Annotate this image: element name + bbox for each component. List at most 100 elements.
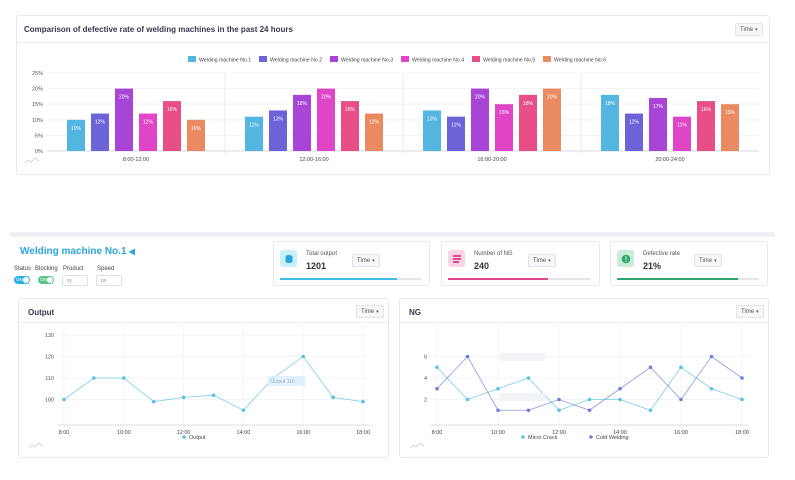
product-label: Product bbox=[63, 266, 84, 272]
y-tick-label: 0% bbox=[35, 149, 43, 155]
bar-data-label: 10% bbox=[71, 126, 82, 132]
output-time-dropdown[interactable]: Time ▾ bbox=[356, 305, 384, 318]
bar-data-label: 17% bbox=[653, 104, 664, 110]
series-line bbox=[436, 366, 743, 411]
legend-label: Welding machine No.3 bbox=[341, 58, 393, 64]
bar-data-label: 16% bbox=[345, 107, 356, 113]
chevron-down-icon: ▾ bbox=[714, 258, 717, 264]
legend-label: Welding machine No.5 bbox=[483, 58, 535, 64]
bar-data-label: 18% bbox=[605, 101, 616, 107]
kpi-time-dropdown[interactable]: Time ▾ bbox=[352, 254, 380, 267]
legend-label: Welding machine No.1 bbox=[199, 58, 251, 64]
x-tick-label: 12:00 bbox=[177, 430, 191, 436]
kpi-defective-rate: Defective rate 21% Time ▾ bbox=[610, 241, 768, 286]
legend-label: Welding machine No.4 bbox=[412, 58, 464, 64]
legend-swatch bbox=[472, 56, 480, 62]
kpi-time-dropdown[interactable]: Time ▾ bbox=[528, 254, 556, 267]
legend-swatch bbox=[188, 56, 196, 62]
caret-left-icon: ◀ bbox=[126, 247, 135, 256]
x-tick-label: 8:00-12:00 bbox=[123, 157, 149, 163]
time-label: Time bbox=[361, 309, 375, 315]
y-tick-label: 130 bbox=[45, 333, 54, 339]
bar bbox=[293, 94, 311, 151]
defect-rate-time-dropdown[interactable]: Time ▾ bbox=[735, 23, 763, 36]
ng-list-icon bbox=[448, 250, 465, 267]
data-point bbox=[587, 408, 592, 413]
output-title: Output bbox=[28, 308, 55, 317]
data-point bbox=[648, 365, 653, 370]
output-line-chart: 100 110 120 130 8:00 10:00 12:00 14:00 16:00 18:0… bbox=[28, 325, 370, 449]
data-point bbox=[526, 376, 531, 380]
chevron-down-icon: ▾ bbox=[376, 309, 379, 315]
bar-data-label: 12% bbox=[369, 120, 380, 126]
ng-time-dropdown[interactable]: Time ▾ bbox=[736, 305, 764, 318]
x-tick-label: 20:00-24:00 bbox=[655, 157, 684, 163]
status-toggle[interactable]: ON bbox=[14, 276, 30, 284]
blocking-label: Blocking bbox=[35, 266, 58, 272]
series-line bbox=[436, 355, 743, 411]
section-separator bbox=[10, 232, 775, 237]
bar-data-label: 10% bbox=[191, 126, 202, 132]
data-point bbox=[361, 399, 365, 404]
bar-data-label: 18% bbox=[523, 101, 534, 107]
x-tick-label: 16:00 bbox=[674, 430, 688, 436]
y-tick-label: 4 bbox=[424, 376, 427, 382]
data-point bbox=[496, 386, 500, 391]
bar-data-label: 11% bbox=[451, 123, 461, 129]
data-point bbox=[151, 399, 156, 404]
data-point bbox=[241, 408, 246, 413]
chevron-down-icon: ▾ bbox=[755, 27, 758, 33]
y-tick-label: 100 bbox=[45, 398, 54, 404]
toggle-knob bbox=[47, 277, 53, 283]
ng-line-chart: 2 4 6 8:00 10:00 12:00 14:00 16:00 18:00 Micro Cr… bbox=[409, 325, 749, 449]
kpi-number-ng: Number of NG 240 Time ▾ bbox=[441, 241, 600, 286]
blocking-toggle[interactable]: ON bbox=[38, 276, 54, 284]
kpi-time-dropdown[interactable]: Time ▾ bbox=[694, 254, 722, 267]
kpi-value: 240 bbox=[474, 261, 490, 271]
database-icon bbox=[280, 250, 297, 267]
bar bbox=[139, 113, 157, 151]
speed-input[interactable]: px bbox=[96, 275, 122, 286]
data-point bbox=[62, 397, 66, 402]
chevron-down-icon: ▾ bbox=[372, 258, 375, 264]
bar-data-label: 11% bbox=[249, 123, 259, 129]
y-tick-label: 25% bbox=[32, 71, 43, 77]
time-label: Time bbox=[533, 258, 547, 264]
data-point bbox=[496, 408, 500, 413]
data-point bbox=[181, 395, 186, 400]
bar bbox=[601, 94, 619, 151]
y-tick-label: 120 bbox=[45, 355, 54, 361]
bar bbox=[673, 116, 691, 151]
kpi-progress bbox=[617, 278, 759, 280]
machine-title[interactable]: Welding machine No.1 ◀ bbox=[20, 246, 135, 257]
data-point bbox=[526, 408, 531, 413]
x-tick-label: 8:00 bbox=[59, 430, 70, 436]
bar-data-label: 15% bbox=[499, 110, 510, 116]
card-divider bbox=[19, 322, 388, 323]
card-divider bbox=[400, 322, 768, 323]
y-tick-label: 6 bbox=[424, 355, 427, 361]
y-tick-label: 2 bbox=[424, 398, 427, 404]
legend-label: Cold Welding bbox=[596, 435, 629, 441]
toggle-knob bbox=[23, 277, 29, 283]
bar-data-label: 13% bbox=[273, 116, 284, 122]
bar-data-label: 16% bbox=[167, 107, 178, 113]
bar-data-label: 13% bbox=[427, 116, 438, 122]
x-tick-label: 10:00 bbox=[117, 430, 131, 436]
bar bbox=[519, 94, 537, 151]
data-point bbox=[211, 393, 216, 397]
x-tick-label: 14:00 bbox=[237, 430, 251, 436]
zoom-icon bbox=[28, 442, 44, 449]
status-toggle-text: ON bbox=[16, 277, 23, 282]
blocking-toggle-text: ON bbox=[40, 277, 47, 282]
data-point bbox=[618, 397, 622, 402]
data-point bbox=[740, 397, 744, 402]
time-label: Time bbox=[741, 309, 755, 315]
ng-title: NG bbox=[409, 308, 421, 317]
data-point bbox=[740, 376, 744, 380]
product-input[interactable]: xy bbox=[62, 275, 88, 286]
data-point bbox=[679, 365, 683, 370]
card-divider bbox=[17, 42, 769, 43]
legend-swatch bbox=[259, 56, 267, 62]
bar-data-label: 16% bbox=[701, 107, 712, 113]
